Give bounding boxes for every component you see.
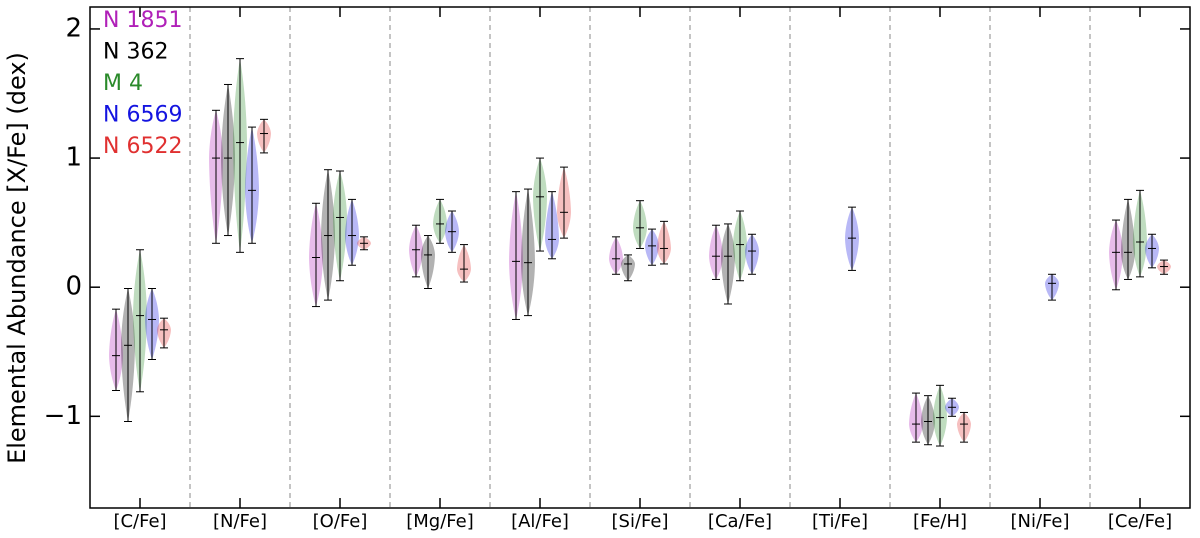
x-tick-label: [C/Fe]	[113, 511, 166, 532]
legend-entry: N 362	[103, 40, 168, 65]
y-tick-label: 0	[65, 272, 82, 302]
x-tick-label: [Ce/Fe]	[1108, 511, 1172, 532]
y-tick-label: 2	[65, 13, 82, 43]
legend-entry: N 1851	[103, 8, 182, 33]
legend-entry: M 4	[103, 71, 143, 96]
x-tick-label: [Si/Fe]	[612, 511, 669, 532]
x-tick-label: [Ca/Fe]	[708, 511, 772, 532]
legend-entry: N 6522	[103, 134, 182, 159]
x-tick-label: [Al/Fe]	[511, 511, 569, 532]
x-tick-label: [Fe/H]	[913, 511, 967, 532]
x-tick-label: [Mg/Fe]	[406, 511, 474, 532]
x-tick-label: [N/Fe]	[213, 511, 267, 532]
y-tick-label: −1	[44, 401, 82, 431]
plot-frame	[89, 6, 1191, 509]
y-axis-label: Elemental Abundance [X/Fe] (dex)	[3, 52, 31, 464]
x-tick-label: [O/Fe]	[313, 511, 368, 532]
x-tick-label: [Ni/Fe]	[1010, 511, 1069, 532]
x-tick-label: [Ti/Fe]	[812, 511, 868, 532]
y-tick-label: 1	[65, 143, 82, 173]
legend-entry: N 6569	[103, 103, 182, 128]
